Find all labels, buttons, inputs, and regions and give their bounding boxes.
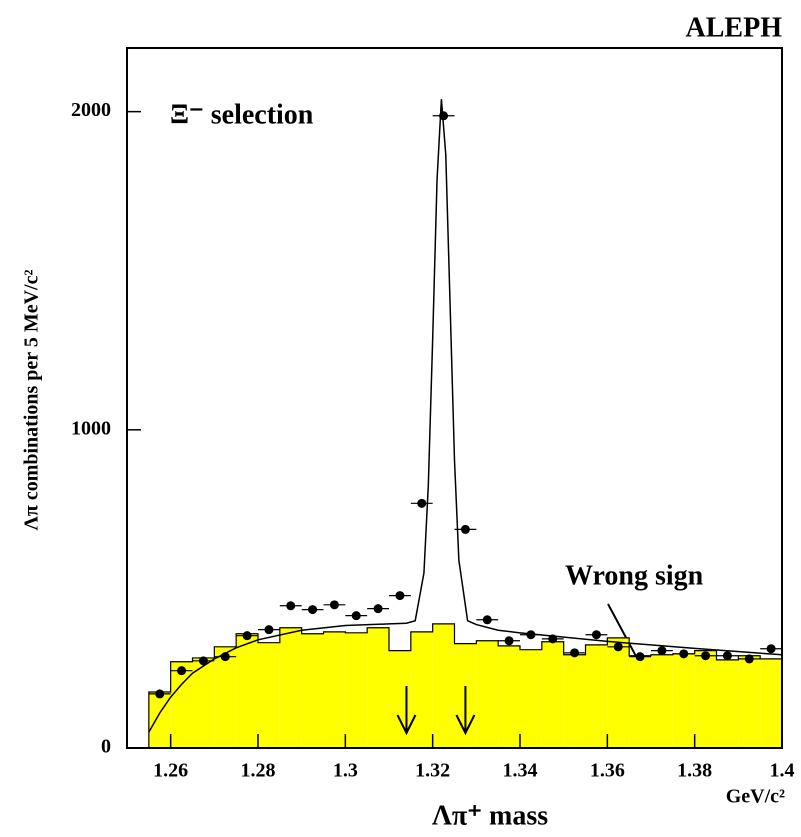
histogram-bar xyxy=(236,633,258,748)
chart-title: ALEPH xyxy=(686,12,783,43)
data-point xyxy=(155,689,165,699)
histogram-bar xyxy=(192,657,215,748)
data-point xyxy=(657,646,667,656)
selection-arrow xyxy=(455,686,476,736)
x-tick-label: 1.4 xyxy=(770,760,795,782)
data-point xyxy=(526,630,536,640)
histogram-bar xyxy=(345,632,368,748)
histogram-bar xyxy=(629,655,651,748)
data-point xyxy=(373,604,383,614)
histogram-bar xyxy=(301,633,324,748)
data-point xyxy=(198,656,208,666)
histogram-bar xyxy=(323,631,346,748)
data-point xyxy=(417,498,427,508)
x-tick-label: 1.28 xyxy=(241,760,276,782)
histogram-bar xyxy=(476,640,499,748)
histogram-bar xyxy=(148,692,171,748)
data-point xyxy=(635,652,645,662)
histogram-bar xyxy=(498,645,520,748)
histogram-bar xyxy=(279,627,302,748)
data-point xyxy=(679,649,689,659)
data-point xyxy=(766,644,776,654)
histogram-bar xyxy=(607,637,630,748)
data-point xyxy=(286,601,296,611)
histogram-bar xyxy=(520,649,542,748)
x-tick-label: 1.38 xyxy=(677,760,712,782)
histogram-bar xyxy=(694,650,717,748)
data-point xyxy=(329,600,339,610)
histogram-bar xyxy=(170,661,193,748)
x-tick-label: 1.36 xyxy=(590,760,625,782)
histogram-bar xyxy=(258,642,280,748)
data-point xyxy=(177,666,187,676)
data-point xyxy=(744,654,754,664)
selection-arrow xyxy=(396,686,417,736)
x-tick-label: 1.26 xyxy=(153,760,188,782)
series-label: Wrong sign xyxy=(565,560,704,591)
data-point xyxy=(395,591,405,601)
annotation: Ξ⁻ selection xyxy=(170,99,314,130)
data-point xyxy=(613,642,623,652)
data-point xyxy=(591,630,601,640)
data-point xyxy=(264,625,274,635)
x-tick-label: 1.3 xyxy=(333,760,358,782)
x-axis-unit: GeV/c² xyxy=(726,786,785,808)
histogram-bar xyxy=(563,654,586,748)
histogram-bar xyxy=(585,644,608,748)
histogram-bar xyxy=(214,646,237,748)
histogram-bar xyxy=(432,623,455,748)
data-point xyxy=(722,651,732,661)
data-point xyxy=(242,631,252,641)
data-point xyxy=(308,605,318,615)
data-point xyxy=(504,636,514,646)
x-tick-label: 1.32 xyxy=(415,760,450,782)
data-point xyxy=(482,615,492,625)
y-axis-title: Λπ combinations per 5 MeV/c² xyxy=(21,270,43,531)
plot-frame xyxy=(126,47,783,749)
data-point xyxy=(351,611,361,621)
histogram-bar xyxy=(672,653,695,748)
data-point xyxy=(701,651,711,661)
histogram-bar xyxy=(541,641,564,748)
y-tick-label: 0 xyxy=(101,736,111,758)
histogram-bar xyxy=(389,650,411,748)
fit-curve xyxy=(148,99,783,733)
histogram-bar xyxy=(410,631,433,748)
y-tick-label: 1000 xyxy=(71,417,111,439)
data-point xyxy=(570,648,580,658)
y-tick-label: 2000 xyxy=(71,99,111,121)
histogram-bar xyxy=(716,659,739,748)
data-point xyxy=(460,524,470,534)
histogram-bar xyxy=(738,655,761,748)
histogram-bar xyxy=(760,658,782,748)
x-axis-title: Λπ⁺ mass xyxy=(432,800,548,831)
x-tick-label: 1.34 xyxy=(503,760,538,782)
histogram-bar xyxy=(651,654,673,748)
histogram-bar xyxy=(367,627,389,748)
